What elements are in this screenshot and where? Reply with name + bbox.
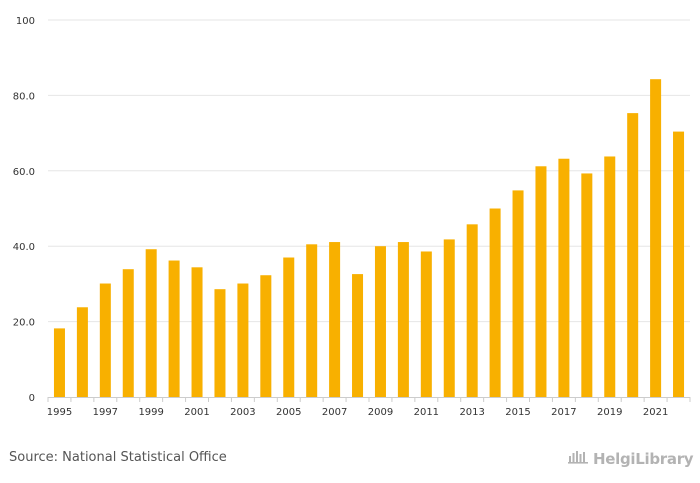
x-tick-label: 2021 xyxy=(643,407,668,418)
bar-2007 xyxy=(329,242,341,397)
x-tick-label: 2019 xyxy=(597,407,622,418)
bar-2013 xyxy=(466,224,478,397)
bar-2018 xyxy=(581,173,593,397)
y-tick-label: 60.0 xyxy=(13,167,35,178)
x-tick-label: 2015 xyxy=(505,407,530,418)
x-tick-label: 2013 xyxy=(459,407,484,418)
bars xyxy=(53,79,685,398)
helgi-logo-icon xyxy=(568,448,590,469)
bar-1997 xyxy=(99,283,111,397)
bar-1999 xyxy=(145,249,157,397)
bar-2016 xyxy=(535,166,547,397)
x-tick-label: 1995 xyxy=(47,407,72,418)
bar-2009 xyxy=(374,246,386,397)
x-tick-label: 2005 xyxy=(276,407,301,418)
y-tick-label: 100 xyxy=(16,16,35,27)
brand-name: HelgiLibrary xyxy=(593,449,694,468)
bar-2015 xyxy=(512,190,524,397)
source-note: Source: National Statistical Office xyxy=(9,450,227,465)
bar-1995 xyxy=(53,328,65,397)
bar-chart: 0 20.0 40.0 60.0 80.0 100 1995 1997 1999 2001 200… xyxy=(13,16,691,418)
bar-2004 xyxy=(260,275,272,397)
bar-2008 xyxy=(352,274,364,397)
bar-2020 xyxy=(627,113,639,398)
x-tick-label: 2011 xyxy=(414,407,439,418)
y-axis: 0 20.0 40.0 60.0 80.0 100 xyxy=(13,16,35,404)
x-tick-label: 2003 xyxy=(230,407,255,418)
x-tick-label: 2007 xyxy=(322,407,347,418)
bar-2002 xyxy=(214,289,226,397)
bar-2017 xyxy=(558,158,570,397)
x-tick-label: 2001 xyxy=(184,407,209,418)
bar-2010 xyxy=(397,242,409,397)
y-tick-label: 80.0 xyxy=(13,91,35,102)
bar-1996 xyxy=(76,307,88,397)
bar-2011 xyxy=(420,251,432,397)
x-tick-label: 2017 xyxy=(551,407,576,418)
x-tick-label: 2009 xyxy=(368,407,393,418)
gridlines xyxy=(48,19,690,323)
y-tick-label: 40.0 xyxy=(13,242,35,253)
y-tick-label: 20.0 xyxy=(13,318,35,329)
bar-2003 xyxy=(237,283,249,397)
bar-2005 xyxy=(283,257,295,397)
y-tick-label: 0 xyxy=(29,393,35,404)
bar-2006 xyxy=(306,244,318,397)
bar-2000 xyxy=(168,260,180,397)
x-tick-label: 1999 xyxy=(138,407,163,418)
bar-2022 xyxy=(673,131,685,397)
bar-2014 xyxy=(489,208,501,397)
x-tick-label: 1997 xyxy=(93,407,118,418)
bar-2019 xyxy=(604,156,616,397)
x-axis: 1995 1997 1999 2001 2003 2005 2007 2009 2011 2013… xyxy=(47,397,691,418)
bar-2021 xyxy=(650,79,662,397)
bar-2001 xyxy=(191,267,203,397)
bar-1998 xyxy=(122,269,134,397)
brand-logo: HelgiLibrary xyxy=(568,448,694,469)
bar-2012 xyxy=(443,239,455,397)
